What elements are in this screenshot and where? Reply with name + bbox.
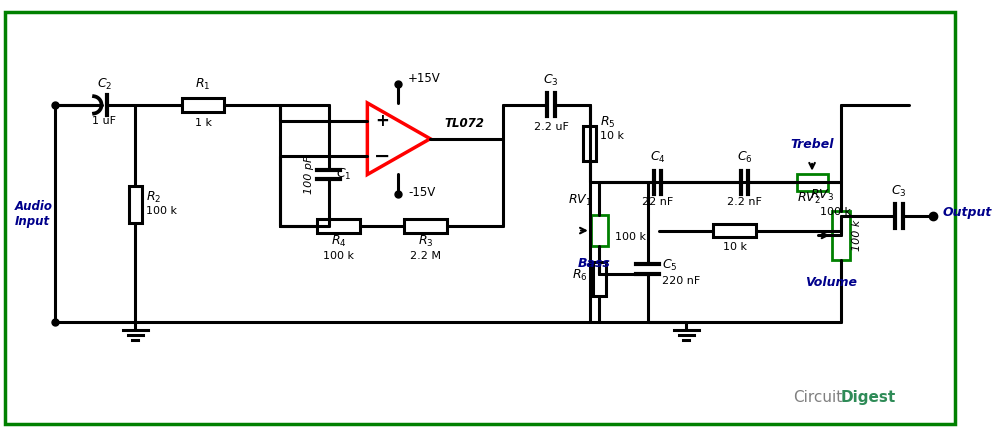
Bar: [796, 174, 827, 191]
Text: 1 k: 1 k: [195, 118, 212, 128]
Text: 2.2 uF: 2.2 uF: [533, 122, 568, 132]
Text: $R_4$: $R_4$: [331, 234, 347, 249]
Bar: [713, 224, 756, 237]
Text: $C_2$: $C_2$: [96, 76, 112, 92]
Text: $C_4$: $C_4$: [649, 150, 665, 165]
Text: 100 k: 100 k: [146, 206, 177, 216]
Text: $R_2$: $R_2$: [146, 190, 161, 204]
Bar: [128, 186, 142, 223]
Text: Audio
Input: Audio Input: [15, 200, 53, 228]
Text: 100 k: 100 k: [820, 207, 851, 217]
Text: $R_6$: $R_6$: [572, 268, 588, 283]
Text: 100 k: 100 k: [852, 220, 862, 251]
Bar: [593, 262, 606, 296]
Text: $C_1$: $C_1$: [337, 167, 352, 182]
Text: 10 k: 10 k: [723, 242, 747, 252]
Text: 100 k: 100 k: [615, 232, 645, 242]
Text: Volume: Volume: [805, 276, 857, 289]
Text: Bass: Bass: [578, 257, 611, 270]
Text: Trebel: Trebel: [790, 138, 834, 151]
Text: 10 k: 10 k: [601, 131, 625, 141]
Text: −: −: [373, 146, 390, 166]
Text: $RV_2$: $RV_2$: [796, 191, 820, 206]
Text: +: +: [375, 112, 389, 130]
Text: TL072: TL072: [445, 117, 485, 130]
Text: 2.2 nF: 2.2 nF: [727, 198, 762, 208]
Bar: [832, 211, 850, 259]
Text: 2.2 M: 2.2 M: [410, 251, 441, 261]
Text: 1 uF: 1 uF: [92, 116, 116, 126]
Text: $R_3$: $R_3$: [418, 234, 433, 249]
Text: $RV_1$: $RV_1$: [568, 193, 592, 208]
Bar: [404, 219, 447, 232]
Text: $R_1$: $R_1$: [196, 76, 211, 92]
Text: 220 nF: 220 nF: [662, 276, 700, 286]
Text: $C_5$: $C_5$: [662, 258, 678, 273]
Bar: [583, 126, 597, 161]
Text: $RV_3$: $RV_3$: [809, 187, 834, 203]
Bar: [591, 215, 608, 246]
Text: Circuit: Circuit: [792, 390, 842, 405]
Bar: [182, 98, 224, 112]
Text: $C_3$: $C_3$: [892, 184, 907, 199]
Bar: [317, 219, 359, 232]
Text: Output: Output: [942, 206, 992, 219]
Text: 100 pF: 100 pF: [305, 155, 315, 194]
Text: $C_6$: $C_6$: [737, 150, 753, 165]
Text: $R_5$: $R_5$: [601, 115, 616, 130]
Text: +15V: +15V: [408, 72, 441, 85]
Text: 22 nF: 22 nF: [641, 198, 673, 208]
Text: Digest: Digest: [841, 390, 897, 405]
Text: -15V: -15V: [408, 186, 435, 199]
Text: 100 k: 100 k: [323, 251, 354, 261]
Text: $C_3$: $C_3$: [543, 73, 559, 88]
